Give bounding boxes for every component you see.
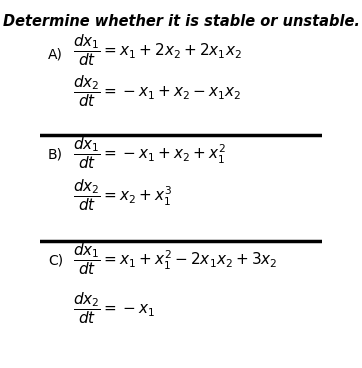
- Text: Determine whether it is stable or unstable.: Determine whether it is stable or unstab…: [3, 14, 359, 29]
- Text: $\dfrac{dx_1}{dt} = -x_1 + x_2 + x_1^2$: $\dfrac{dx_1}{dt} = -x_1 + x_2 + x_1^2$: [73, 135, 226, 171]
- Text: $\dfrac{dx_2}{dt} = -x_1 + x_2 - x_1x_2$: $\dfrac{dx_2}{dt} = -x_1 + x_2 - x_1x_2$: [73, 73, 242, 109]
- Text: C): C): [48, 254, 63, 268]
- Text: $\dfrac{dx_1}{dt} = x_1 + x_1^2 - 2x_1x_2 + 3x_2$: $\dfrac{dx_1}{dt} = x_1 + x_1^2 - 2x_1x_…: [73, 241, 278, 277]
- Text: $\dfrac{dx_1}{dt} = x_1 + 2x_2 + 2x_1x_2$: $\dfrac{dx_1}{dt} = x_1 + 2x_2 + 2x_1x_2…: [73, 33, 243, 68]
- Text: $\dfrac{dx_2}{dt} = x_2 + x_1^3$: $\dfrac{dx_2}{dt} = x_2 + x_1^3$: [73, 177, 173, 213]
- Text: A): A): [48, 47, 63, 61]
- Text: B): B): [48, 148, 63, 162]
- Text: $\dfrac{dx_2}{dt} = -x_1$: $\dfrac{dx_2}{dt} = -x_1$: [73, 290, 156, 326]
